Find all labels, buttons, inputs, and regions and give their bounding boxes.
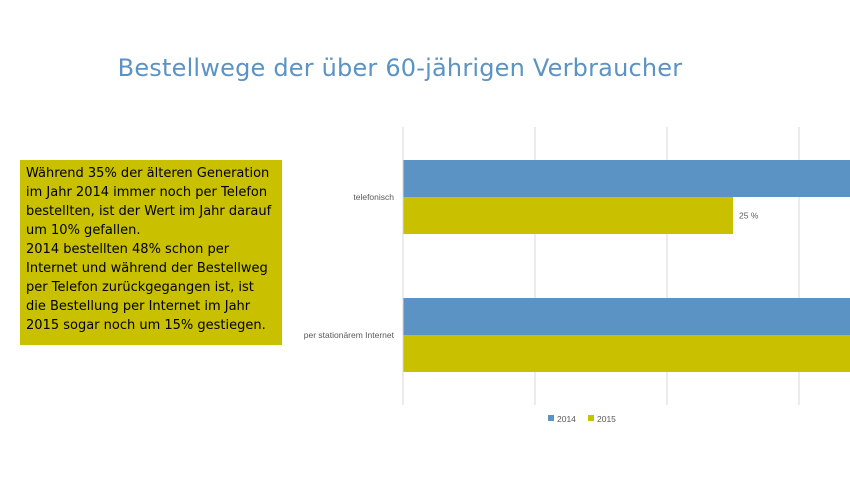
note-paragraph-1: Während 35% der älteren Generation im Ja… [26, 166, 272, 238]
bar-2015-1 [403, 335, 850, 372]
legend-label-2014: 2014 [557, 414, 576, 424]
chart-title: Bestellwege der über 60-jährigen Verbrau… [117, 54, 683, 82]
bar-2014-0 [403, 160, 850, 197]
text-note-box: Während 35% der älteren Generation im Ja… [20, 160, 282, 345]
note-paragraph-2: 2014 bestellten 48% schon per Internet u… [26, 242, 268, 333]
legend-swatch-2015 [588, 415, 594, 421]
data-label: 25 % [739, 211, 759, 221]
bar-2015-0 [403, 197, 733, 234]
category-label: telefonisch [353, 192, 394, 202]
bar-2014-1 [403, 298, 850, 335]
category-label: per stationärem Internet [304, 330, 395, 340]
legend-swatch-2014 [548, 415, 554, 421]
legend-label-2015: 2015 [597, 414, 616, 424]
